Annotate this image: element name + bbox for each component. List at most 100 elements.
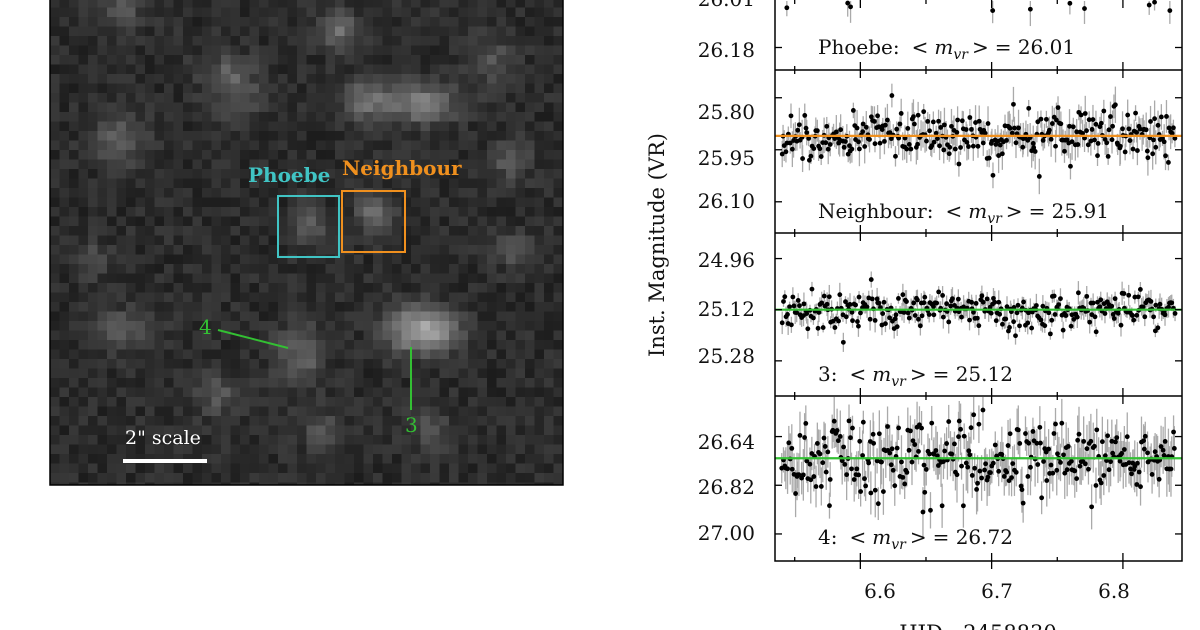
star4-point xyxy=(996,468,1002,474)
star4-point xyxy=(1135,460,1140,466)
x-ticks xyxy=(859,561,1124,569)
neighbour-point xyxy=(949,123,954,129)
neighbour-point xyxy=(1030,140,1036,146)
phoebe-point xyxy=(1027,6,1033,12)
star4-point xyxy=(804,458,810,464)
panel-star3: 24.96 25.12 25.28 3: < mvr > = 25.12 xyxy=(698,233,1182,396)
star3-point xyxy=(853,302,858,308)
star4-point xyxy=(793,491,799,496)
star3-point xyxy=(819,300,825,306)
star3-point xyxy=(916,316,921,322)
neighbour-point xyxy=(824,123,830,129)
phoebe-annotation: Phoebe: < mvr > = 26.01 xyxy=(818,35,1075,63)
star4-point xyxy=(1171,446,1177,451)
star4-points xyxy=(779,407,1177,515)
star4-point xyxy=(1005,443,1011,448)
neighbour-point xyxy=(1036,174,1042,179)
neighbour-point xyxy=(1078,112,1084,118)
neighbour-point xyxy=(1082,111,1088,116)
star4-point xyxy=(912,442,918,447)
star3-ytick-0: 24.96 xyxy=(698,248,755,272)
y-axis-label: Inst. Magnitude (VR) xyxy=(645,133,669,357)
phoebe-point xyxy=(1167,8,1173,14)
star4-point xyxy=(1076,431,1082,437)
star4-point xyxy=(1015,427,1021,433)
panel-neighbour: 25.80 25.95 26.10 Neighbour: < mvr > = 25.91 xyxy=(698,70,1182,233)
neighbour-point xyxy=(800,156,805,161)
star3-point xyxy=(1015,302,1021,308)
star3-point xyxy=(1097,304,1103,310)
star4-point xyxy=(963,460,969,466)
neighbour-point xyxy=(969,126,974,132)
star3-point xyxy=(1033,303,1039,308)
neighbour-point xyxy=(1070,124,1076,130)
star4-point xyxy=(1162,439,1168,444)
star4-point xyxy=(982,467,987,473)
neighbour-point xyxy=(982,130,988,136)
neighbour-point xyxy=(930,119,936,125)
neighbour-point xyxy=(806,135,812,141)
star3-point xyxy=(887,315,893,321)
star4-point xyxy=(980,407,986,413)
star3-point xyxy=(1148,299,1154,304)
neighbour-point xyxy=(966,144,971,149)
star4-point xyxy=(1051,431,1057,436)
neighbour-point xyxy=(817,146,823,152)
star4-point xyxy=(1034,440,1040,446)
star4-point xyxy=(1128,466,1133,472)
neighbour-point xyxy=(783,149,789,155)
star4-point xyxy=(813,484,819,489)
neighbour-point xyxy=(1068,163,1073,169)
star4-point xyxy=(827,477,833,482)
neighbour-point xyxy=(854,125,860,131)
star4-point xyxy=(1053,421,1058,427)
neighbour-point xyxy=(915,141,920,147)
star4-point xyxy=(800,472,806,478)
neighbour-point xyxy=(1163,153,1168,159)
star3-point xyxy=(1056,302,1062,307)
star4-point xyxy=(786,440,792,446)
star4-point xyxy=(1028,464,1033,470)
star3-point xyxy=(1110,312,1116,317)
neighbour-point xyxy=(997,142,1003,148)
star4-point xyxy=(1058,460,1063,465)
star3-point xyxy=(811,315,816,321)
star3-point xyxy=(847,302,853,307)
star4-point xyxy=(919,425,924,431)
star4-point xyxy=(1077,463,1083,469)
star3-point xyxy=(997,311,1003,317)
neighbour-point xyxy=(942,122,947,128)
star4-point xyxy=(892,483,898,489)
neighbour-point xyxy=(818,154,824,159)
neighbour-point xyxy=(860,121,866,127)
neighbour-point xyxy=(1109,137,1115,143)
star3-point xyxy=(1011,319,1017,325)
neighbour-point xyxy=(1084,128,1089,134)
star3-point xyxy=(1140,304,1146,310)
star3-point xyxy=(821,293,827,299)
neighbour-point xyxy=(959,118,965,124)
star4-point xyxy=(977,468,983,474)
neighbour-point xyxy=(1055,105,1061,111)
star4-point xyxy=(1158,444,1164,449)
star3-point xyxy=(1047,331,1053,337)
phoebe-point xyxy=(848,4,853,10)
star4-point xyxy=(835,438,841,444)
neighbour-point xyxy=(849,146,855,152)
neighbour-point xyxy=(1166,125,1172,131)
star4-point xyxy=(860,419,866,425)
star4-point xyxy=(1102,453,1108,459)
neighbour-point xyxy=(990,172,996,178)
phoebe-ytick-1: 26.18 xyxy=(698,38,755,62)
star3-point xyxy=(874,296,880,302)
star3-point xyxy=(1038,317,1044,323)
neighbour-point xyxy=(906,142,912,147)
lightcurves: Inst. Magnitude (VR) HJD - 2458830 26.01… xyxy=(645,0,1183,630)
star3-point xyxy=(1068,323,1074,329)
neighbour-point xyxy=(975,143,981,149)
star3-point xyxy=(832,325,838,330)
neighbour-point xyxy=(911,114,916,120)
star3-point xyxy=(788,322,794,328)
star3-point xyxy=(881,299,887,305)
star3-point xyxy=(906,315,912,321)
